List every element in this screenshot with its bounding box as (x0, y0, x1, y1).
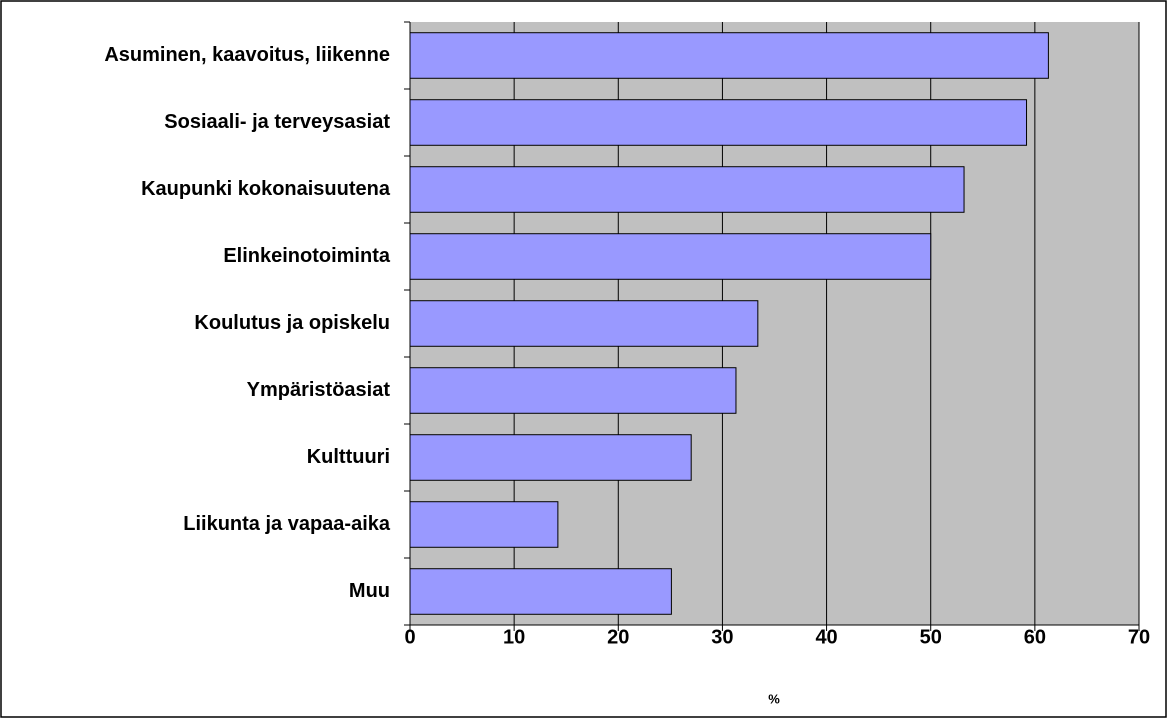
bar (409, 568, 672, 615)
y-tick-label: Muu (349, 580, 390, 602)
y-tick-label: Koulutus ja opiskelu (194, 312, 390, 334)
x-tick-label: 30 (711, 626, 733, 648)
bar (409, 233, 932, 280)
x-tick-label: 70 (1128, 626, 1150, 648)
y-tick-label: Asuminen, kaavoitus, liikenne (104, 44, 390, 66)
bar (409, 434, 692, 481)
bar (409, 166, 965, 213)
x-tick-label: 10 (503, 626, 525, 648)
x-tick-label: 50 (920, 626, 942, 648)
y-tick-label: Kulttuuri (307, 446, 390, 468)
y-tick-label: Elinkeinotoiminta (223, 245, 391, 267)
x-tick-label: 40 (815, 626, 837, 648)
bar (409, 99, 1028, 146)
y-tick-label: Sosiaali- ja terveysasiat (164, 111, 390, 133)
x-tick-label: 0 (404, 626, 415, 648)
x-tick-label: 60 (1024, 626, 1046, 648)
bar (409, 300, 759, 347)
x-axis-title: % (768, 691, 780, 706)
x-tick-label: 20 (607, 626, 629, 648)
bar (409, 367, 737, 414)
y-tick-label: Kaupunki kokonaisuutena (141, 178, 391, 200)
y-tick-label: Liikunta ja vapaa-aika (183, 513, 391, 535)
bar (409, 32, 1049, 79)
bar (409, 501, 559, 548)
y-tick-label: Ympäristöasiat (247, 379, 391, 401)
